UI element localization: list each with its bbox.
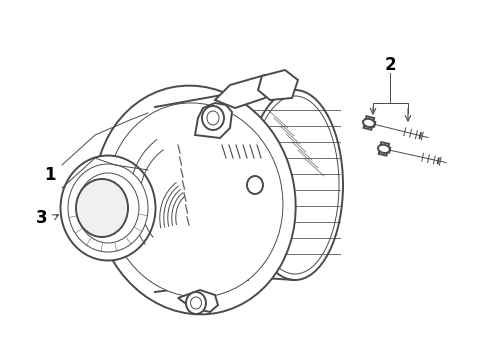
Ellipse shape bbox=[94, 86, 295, 314]
Polygon shape bbox=[178, 290, 218, 312]
Polygon shape bbox=[215, 75, 274, 108]
Text: 1: 1 bbox=[44, 166, 56, 184]
Ellipse shape bbox=[362, 119, 374, 127]
Polygon shape bbox=[195, 103, 231, 138]
Polygon shape bbox=[258, 70, 297, 100]
Ellipse shape bbox=[202, 106, 224, 130]
Polygon shape bbox=[378, 142, 388, 156]
Ellipse shape bbox=[76, 179, 128, 237]
Polygon shape bbox=[363, 116, 373, 130]
Ellipse shape bbox=[246, 176, 263, 194]
Ellipse shape bbox=[377, 145, 389, 153]
Text: 2: 2 bbox=[384, 56, 395, 74]
Ellipse shape bbox=[61, 156, 155, 261]
Ellipse shape bbox=[185, 292, 205, 314]
Ellipse shape bbox=[107, 103, 283, 297]
Ellipse shape bbox=[77, 173, 139, 243]
Text: 3: 3 bbox=[36, 209, 48, 227]
Ellipse shape bbox=[68, 164, 148, 252]
